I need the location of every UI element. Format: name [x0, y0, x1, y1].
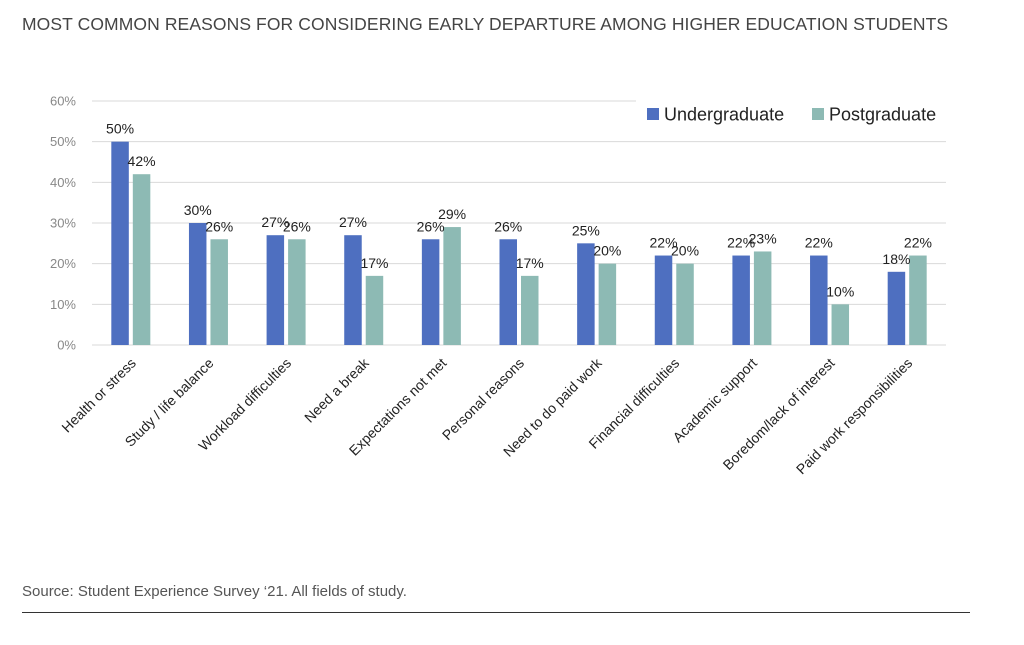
y-tick-label: 20%	[50, 256, 76, 271]
data-label: 10%	[826, 283, 854, 299]
bar-postgraduate	[288, 239, 306, 345]
y-tick-label: 40%	[50, 175, 76, 190]
data-labels: 50%42%30%26% 27%26% 27%17%26%29%26%17%25%2…	[106, 121, 932, 300]
legend: Undergraduate Postgraduate	[647, 105, 936, 125]
data-label: 23%	[749, 230, 777, 246]
bar-postgraduate	[676, 263, 694, 345]
y-tick-label: 0%	[57, 338, 76, 353]
bars	[111, 141, 927, 345]
data-label: 29%	[438, 206, 466, 222]
bar-postgraduate	[598, 263, 617, 345]
bar-undergraduate	[344, 235, 362, 345]
data-label: 17%	[516, 255, 544, 271]
data-label: 42%	[128, 153, 156, 169]
bar-postgraduate	[521, 275, 539, 345]
bar-postgraduate	[443, 227, 461, 345]
bar-undergraduate	[421, 239, 440, 345]
bar-undergraduate	[266, 235, 285, 345]
data-label: 20%	[593, 243, 621, 259]
y-axis-ticks: 0% 10% 20% 30% 40% 50% 60%	[50, 94, 76, 353]
category-label: Personal reasons	[439, 355, 527, 443]
data-label: 26%	[494, 218, 522, 234]
gridlines	[92, 100, 946, 346]
data-label: 26%	[283, 218, 311, 234]
bar-undergraduate	[887, 271, 906, 345]
y-tick-label: 60%	[50, 94, 76, 109]
data-label: 25%	[572, 222, 600, 238]
bar-postgraduate	[831, 304, 850, 345]
data-label: 26%	[417, 218, 445, 234]
data-label: 30%	[184, 202, 212, 218]
bar-undergraduate	[111, 141, 129, 345]
bar-postgraduate	[210, 239, 228, 345]
data-label: 50%	[106, 121, 134, 137]
bar-chart: 0%10%20%30%40%50%60% 50%42%30%26% 27%26% 2…	[50, 94, 946, 477]
data-label: 22%	[650, 235, 678, 251]
data-label: 22%	[904, 235, 932, 251]
legend-label: Undergraduate	[664, 105, 784, 125]
source-note: Source: Student Experience Survey ‘21. A…	[22, 583, 407, 600]
category-label: Need a break	[301, 354, 372, 425]
y-tick-label: 30%	[50, 216, 76, 231]
bar-undergraduate	[188, 223, 207, 345]
bar-postgraduate	[753, 251, 772, 345]
data-label: 20%	[671, 243, 699, 259]
data-label: 18%	[882, 251, 910, 267]
category-label: Health or stress	[58, 355, 139, 436]
data-label: 22%	[805, 235, 833, 251]
y-tick-label: 50%	[50, 134, 76, 149]
bar-undergraduate	[577, 243, 595, 345]
bar-postgraduate	[909, 255, 927, 345]
data-label: 17%	[360, 255, 388, 271]
bar-undergraduate	[499, 239, 517, 345]
chart-title: MOST COMMON REASONS FOR CONSIDERING EARL…	[22, 14, 949, 34]
data-label: 27%	[261, 214, 289, 230]
legend-swatch	[812, 108, 824, 120]
legend-swatch	[647, 108, 659, 120]
bar-postgraduate	[132, 174, 151, 345]
legend-label: Postgraduate	[829, 105, 936, 125]
bar-undergraduate	[654, 255, 673, 345]
bar-postgraduate	[365, 275, 384, 345]
category-label: Academic support	[669, 355, 760, 446]
data-label: 22%	[727, 235, 755, 251]
bar-undergraduate	[810, 255, 828, 345]
data-label: 27%	[339, 214, 367, 230]
footer-divider	[22, 612, 970, 613]
y-tick-label: 10%	[50, 297, 76, 312]
data-label: 26%	[205, 218, 233, 234]
bar-undergraduate	[732, 255, 750, 345]
